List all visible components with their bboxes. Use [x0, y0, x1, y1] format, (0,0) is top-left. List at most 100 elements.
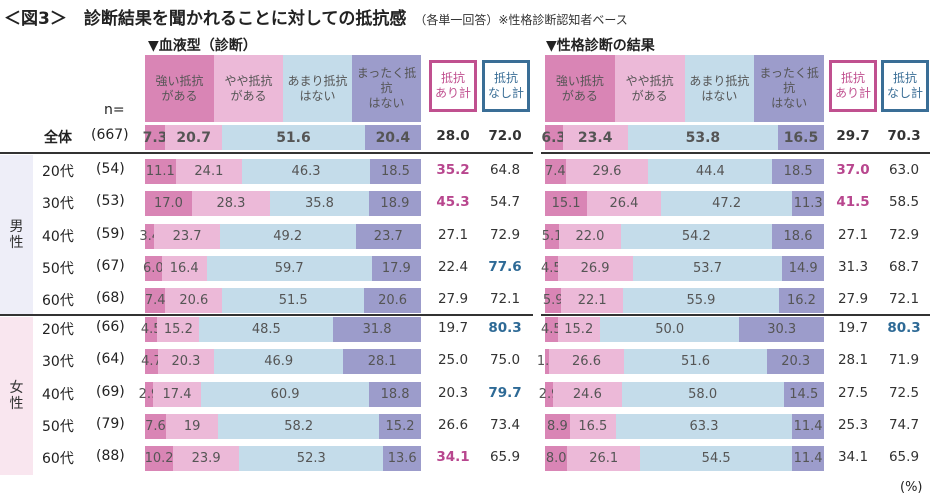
bar-segment-slight: 23.9	[173, 446, 240, 471]
nashi-total-value: 72.5	[888, 385, 920, 401]
nashi-total-value: 72.1	[888, 291, 920, 307]
header-notmuch: あまり抵抗 はない	[283, 55, 352, 122]
bar-segment-slight: 20.7	[165, 125, 223, 150]
row-n: (53)	[96, 193, 125, 209]
header-slight: やや抵抗 がある	[614, 55, 685, 122]
bar-segment-slight: 26.4	[587, 191, 661, 216]
bar-segment-slight: 20.6	[165, 288, 223, 313]
ari-total-value: 25.0	[437, 352, 469, 368]
bar-segment-notmuch: 63.3	[615, 414, 793, 439]
nashi-total-value: 65.9	[489, 449, 521, 465]
bar-segment-slight: 20.3	[157, 349, 214, 374]
row-label: 30代	[42, 354, 74, 370]
unit-label: (%)	[900, 480, 923, 495]
bar-segment-slight: 22.0	[559, 224, 621, 249]
row-label: 40代	[42, 387, 74, 403]
bar-segment-slight: 19	[165, 414, 219, 439]
bar-segment-slight: 26.9	[557, 256, 633, 281]
bar-segment-strong: 11.1	[145, 159, 176, 184]
bar-segment-none: 31.8	[333, 317, 421, 342]
nashi-total-value: 80.3	[887, 320, 921, 336]
bar-segment-slight: 16.5	[569, 414, 616, 439]
bar-segment-slight: 28.3	[191, 191, 270, 216]
bar-segment-strong: 6.0	[143, 256, 164, 281]
bar-segment-notmuch: 53.7	[632, 256, 783, 281]
bar-segment-strong: 5.9	[543, 288, 564, 313]
bar-segment-notmuch: 55.9	[623, 288, 779, 313]
bar-segment-notmuch: 35.8	[270, 191, 369, 216]
bar-segment-none: 18.5	[369, 159, 421, 184]
header-notmuch: あまり抵抗 はない	[684, 55, 755, 122]
nashi-total-value: 74.7	[888, 417, 920, 433]
bar-segment-notmuch: 51.6	[623, 349, 768, 374]
bar-segment-notmuch: 53.8	[627, 125, 778, 150]
bar-segment-notmuch: 52.3	[239, 446, 384, 471]
bar-segment-slight: 24.1	[175, 159, 243, 184]
ari-total-value: 37.0	[836, 162, 870, 178]
bar-segment-strong: 2.9	[139, 382, 159, 407]
ari-total-value: 31.3	[837, 259, 869, 275]
separator-line	[541, 152, 930, 154]
bar-segment-none: 28.1	[343, 349, 421, 374]
bar-segment-notmuch: 47.2	[660, 191, 793, 216]
bar-segment-strong: 4.5	[141, 317, 162, 342]
bar-segment-notmuch: 50.0	[599, 317, 740, 342]
bar-segment-notmuch: 59.7	[206, 256, 372, 281]
nashi-total-value: 58.5	[888, 194, 920, 210]
bar-segment-strong: 7.4	[145, 288, 166, 313]
ari-total-value: 19.7	[437, 320, 469, 336]
ari-total-value: 34.1	[837, 449, 869, 465]
bar-segment-none: 20.3	[767, 349, 824, 374]
bar-segment-none: 20.4	[364, 125, 421, 150]
ari-total-value: 45.3	[436, 194, 470, 210]
ari-total-value: 22.4	[437, 259, 469, 275]
bar-segment-notmuch: 60.9	[201, 382, 370, 407]
row-n: (68)	[96, 290, 125, 306]
bar-segment-none: 18.6	[772, 224, 824, 249]
bar-segment-strong: 6.3	[541, 125, 566, 150]
nashi-total-value: 75.0	[489, 352, 521, 368]
ari-total-value: 27.9	[837, 291, 869, 307]
row-n: (64)	[96, 351, 125, 367]
bar-segment-slight: 17.4	[153, 382, 202, 407]
header-none: まったく抵抗 はない	[352, 55, 421, 122]
bar-segment-none: 11.4	[792, 414, 824, 439]
title-text: ＜図3＞ 診断結果を聞かれることに対しての抵抗感	[4, 9, 407, 29]
header-none: まったく抵抗 はない	[754, 55, 824, 122]
header-strong: 強い抵抗 がある	[145, 55, 214, 122]
separator-line	[0, 314, 533, 316]
row-label: 60代	[42, 293, 74, 309]
bar-segment-strong: 4.5	[541, 256, 562, 281]
bar-segment-slight: 22.1	[561, 288, 624, 313]
header-ari-total: 抵抗 あり計	[429, 60, 477, 112]
nashi-total-value: 54.7	[489, 194, 521, 210]
nashi-total-value: 72.0	[488, 128, 522, 144]
nashi-total-value: 71.9	[888, 352, 920, 368]
separator-line	[541, 314, 930, 316]
bar-segment-strong: 7.4	[545, 159, 566, 184]
bar-segment-strong: 15.1	[545, 191, 588, 216]
row-label: 40代	[42, 229, 74, 245]
bar-segment-slight: 16.4	[161, 256, 207, 281]
bar-segment-slight: 24.6	[553, 382, 622, 407]
ari-total-value: 27.1	[837, 227, 869, 243]
bar-segment-none: 30.3	[739, 317, 824, 342]
ari-total-value: 19.7	[837, 320, 869, 336]
ari-total-value: 27.1	[437, 227, 469, 243]
bar-segment-notmuch: 46.3	[242, 159, 370, 184]
bar-segment-notmuch: 49.2	[219, 224, 356, 249]
bar-segment-notmuch: 46.9	[214, 349, 344, 374]
bar-segment-strong: 5.1	[542, 224, 562, 249]
row-n: (67)	[96, 258, 125, 274]
nashi-total-value: 80.3	[488, 320, 522, 336]
bar-segment-notmuch: 44.4	[648, 159, 773, 184]
row-label: 全体	[44, 130, 72, 146]
row-label: 50代	[42, 261, 74, 277]
header-nashi-total: 抵抗 なし計	[482, 60, 530, 112]
row-label: 20代	[42, 322, 74, 338]
bar-segment-strong: 7.6	[145, 414, 166, 439]
header-nashi-total: 抵抗 なし計	[881, 60, 929, 112]
bar-segment-notmuch: 54.5	[640, 446, 793, 471]
ari-total-value: 29.7	[836, 128, 870, 144]
nashi-total-value: 64.8	[489, 162, 521, 178]
